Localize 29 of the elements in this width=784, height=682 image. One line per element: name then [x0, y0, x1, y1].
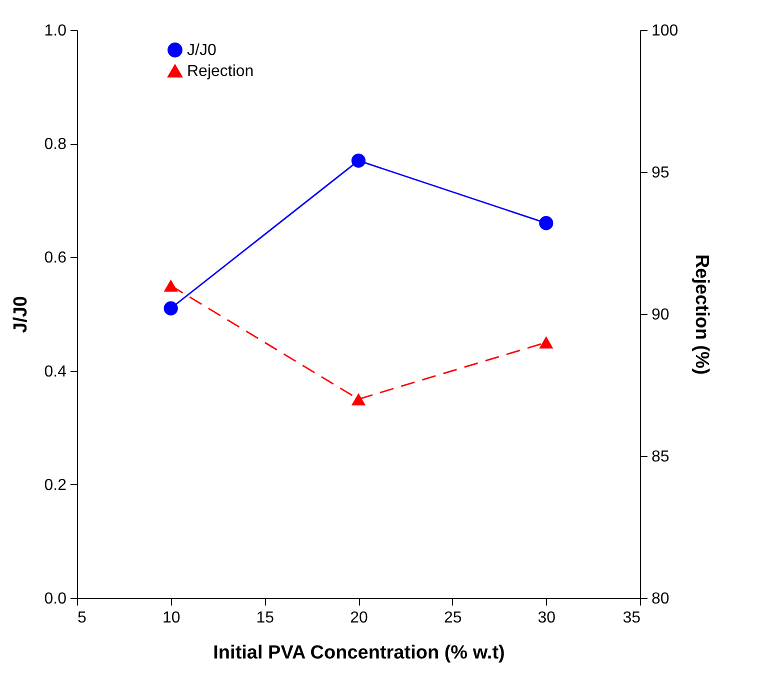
y-axis-title: J/J0: [10, 296, 32, 333]
x-tick-label: 30: [538, 610, 556, 626]
y-tick-label: 0.0: [44, 590, 67, 608]
x-tick-label: 20: [350, 610, 368, 626]
y2-tick-label: 90: [652, 306, 670, 324]
y-tick-label: 0.2: [44, 476, 67, 494]
point: [539, 336, 554, 349]
y-tick-label: 0.8: [44, 136, 67, 154]
y2-tick-label: 80: [652, 590, 670, 608]
x-tick-label: 25: [444, 610, 462, 626]
point: [351, 393, 366, 406]
y2-axis-title: Rejection (%): [691, 254, 712, 375]
point: [164, 279, 178, 292]
y-tick-label: 0.6: [44, 250, 67, 267]
x-tick-label: 10: [162, 610, 180, 626]
y-tick-label: 1.0: [44, 22, 67, 40]
legend-label: J/J0: [187, 42, 216, 59]
x-tick-label: 5: [78, 610, 86, 626]
x-axis-title: Initial PVA Concentration (% w.t): [213, 642, 505, 664]
legend-label: Rejection: [187, 63, 254, 80]
y2-tick-label: 85: [652, 448, 670, 466]
point: [539, 216, 554, 230]
y2-tick-label: 95: [652, 164, 670, 182]
x-tick-label: 35: [622, 610, 641, 626]
y2-tick-label: 100: [652, 22, 678, 40]
x-tick-label: 15: [256, 610, 274, 626]
y-tick-label: 0.4: [44, 363, 67, 380]
point: [351, 154, 366, 168]
point: [164, 301, 178, 316]
